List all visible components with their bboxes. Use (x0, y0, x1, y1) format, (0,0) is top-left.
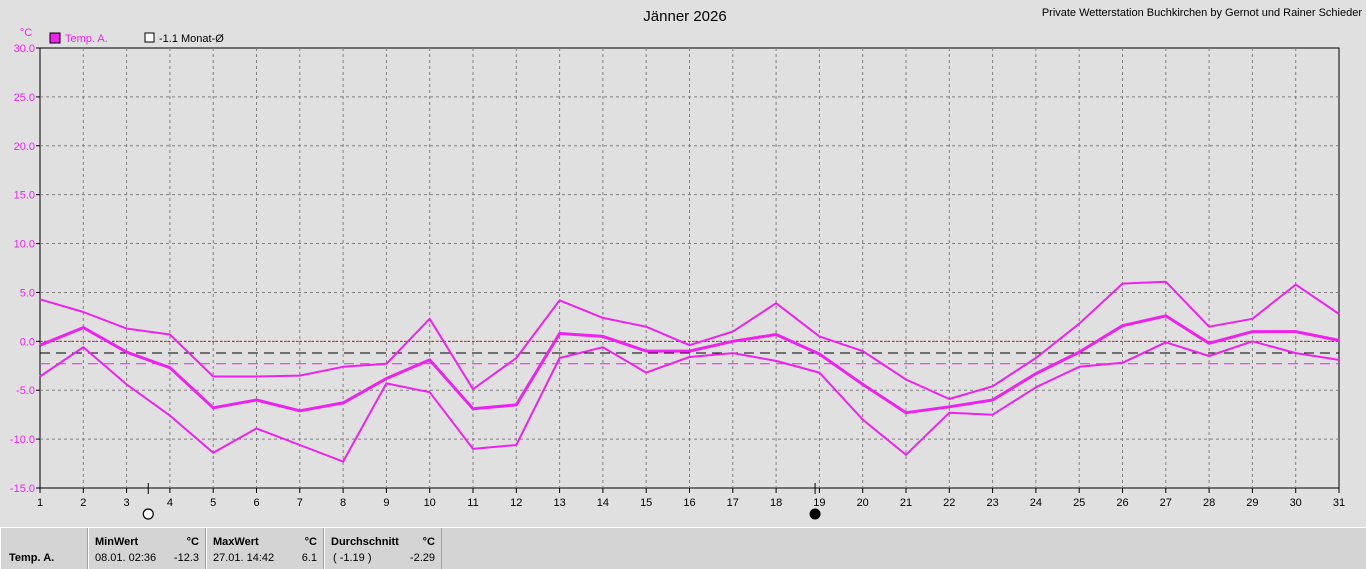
min-unit: °C (186, 536, 199, 548)
series-line-max (39, 280, 1340, 400)
x-axis: 1 2 3 4 5 6 7 8 9 10 11 12 13 14 15 16 17 18 19 20 21 22 23 24 2… (37, 488, 1345, 509)
x-tick-label: 9 (383, 497, 389, 509)
x-tick-label: 18 (770, 497, 782, 509)
y-tick-label: 15.0 (14, 190, 35, 202)
x-tick-label: 25 (1073, 497, 1085, 509)
y-tick-label: 20.0 (14, 141, 35, 153)
series-line-mean (39, 314, 1340, 415)
min-value: -12.3 (173, 552, 199, 564)
x-tick-label: 23 (986, 497, 998, 509)
x-tick-label: 30 (1290, 497, 1302, 509)
x-tick-label: 8 (340, 497, 346, 509)
avg-when: ( -1.19 ) (333, 552, 372, 564)
station-credit: Private Wetterstation Buchkirchen by Ger… (1042, 7, 1363, 19)
full-moon-icon (142, 508, 154, 520)
x-tick-label: 6 (253, 497, 259, 509)
y-tick-label: -15.0 (10, 483, 35, 495)
stats-max-cell: MaxWert °C 27.01. 14:42 6.1 (206, 528, 324, 569)
x-tick-label: 3 (124, 497, 130, 509)
max-unit: °C (304, 536, 317, 548)
y-unit-label: °C (20, 27, 32, 39)
y-tick-label: 30.0 (14, 43, 35, 55)
new-moon-icon (809, 508, 821, 520)
y-tick-label: 5.0 (20, 287, 35, 299)
x-tick-label: 14 (597, 497, 609, 509)
y-axis: 30.0 25.0 20.0 15.0 10.0 5.0 0.0 -5.0 -10.0 -15.0 (10, 43, 40, 495)
legend-series-label: Temp. A. (65, 33, 108, 45)
series-line-min (39, 340, 1340, 463)
avg-value: -2.29 (409, 552, 435, 564)
x-tick-label: 31 (1333, 497, 1345, 509)
x-tick-label: 5 (210, 497, 216, 509)
x-tick-label: 29 (1246, 497, 1258, 509)
avg-header: Durchschnitt (331, 536, 399, 548)
x-tick-label: 21 (900, 497, 912, 509)
min-when: 08.01. 02:36 (95, 552, 157, 564)
x-tick-label: 28 (1203, 497, 1215, 509)
avg-unit: °C (422, 536, 435, 548)
stats-row-label: Temp. A. (9, 552, 55, 564)
y-tick-label: -10.0 (10, 434, 35, 446)
y-tick-label: 10.0 (14, 239, 35, 251)
x-tick-label: 17 (727, 497, 739, 509)
x-tick-label: 10 (424, 497, 436, 509)
x-tick-label: 24 (1030, 497, 1042, 509)
legend-avg-label: -1.1 Monat-Ø (159, 33, 224, 45)
x-tick-label: 16 (683, 497, 695, 509)
x-tick-label: 4 (167, 497, 173, 509)
chart-title: Jänner 2026 (643, 8, 726, 25)
legend-avg-swatch (144, 32, 155, 43)
max-value: 6.1 (301, 552, 317, 564)
stats-avg-cell: Durchschnitt °C ( -1.19 ) -2.29 (324, 528, 442, 569)
max-when: 27.01. 14:42 (213, 552, 275, 564)
max-header: MaxWert (213, 536, 259, 548)
x-tick-label: 11 (467, 497, 478, 509)
reference-lines (40, 340, 1339, 365)
x-tick-label: 26 (1116, 497, 1128, 509)
x-tick-label: 13 (553, 497, 565, 509)
x-tick-label: 27 (1160, 497, 1172, 509)
y-tick-label: 25.0 (14, 92, 35, 104)
legend: Temp. A. -1.1 Monat-Ø (49, 32, 224, 45)
moon-markers (142, 483, 821, 520)
y-tick-label: -5.0 (16, 385, 35, 397)
series-lines (39, 280, 1340, 463)
legend-series-swatch (49, 32, 61, 44)
x-tick-label: 20 (857, 497, 869, 509)
grid (40, 48, 1339, 488)
temperature-chart: Jänner 2026 Private Wetterstation Buchki… (10, 7, 1363, 520)
min-header: MinWert (95, 536, 139, 548)
y-tick-label: 0.0 (20, 336, 35, 348)
x-tick-label: 2 (80, 497, 86, 509)
x-tick-label: 22 (943, 497, 955, 509)
x-tick-label: 15 (640, 497, 652, 509)
stats-bar: Temp. A. MinWert °C 08.01. 02:36 -12.3 M… (0, 527, 1366, 569)
x-tick-label: 7 (297, 497, 303, 509)
x-tick-label: 19 (813, 497, 825, 509)
x-tick-label: 12 (510, 497, 522, 509)
stats-min-cell: MinWert °C 08.01. 02:36 -12.3 (88, 528, 206, 569)
x-tick-label: 1 (37, 497, 43, 509)
stats-row-label-cell: Temp. A. (0, 528, 88, 569)
